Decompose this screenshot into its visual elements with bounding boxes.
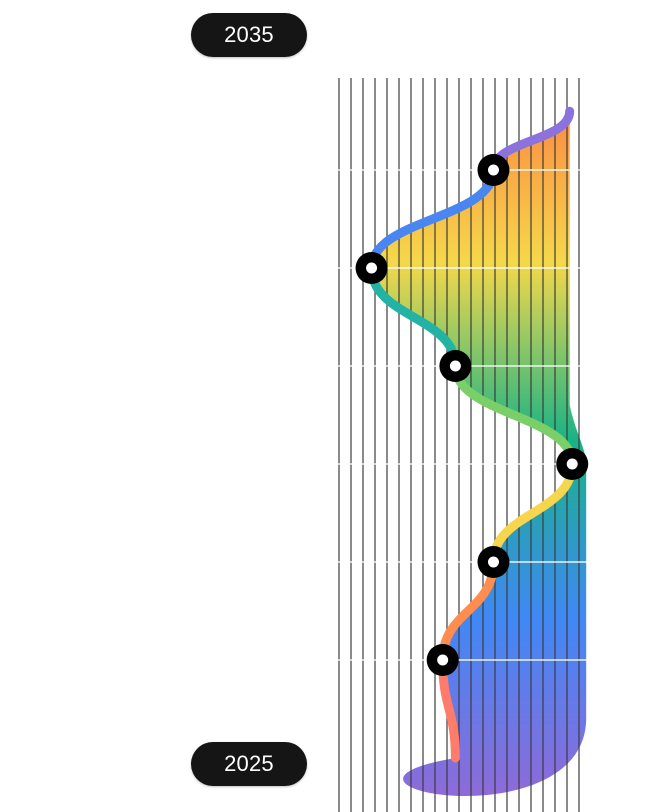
marker-center [449, 360, 461, 372]
marker-center [487, 556, 499, 568]
start-year-label: 2025 [191, 742, 307, 786]
area-fill [371, 84, 587, 796]
data-point-marker [556, 448, 589, 480]
marker-center [487, 164, 499, 176]
data-point-marker [439, 350, 472, 382]
data-point-marker [477, 546, 510, 578]
data-point-marker [355, 252, 388, 284]
series-line-segment [450, 361, 577, 469]
data-point-marker [477, 154, 510, 186]
marker-center [566, 458, 578, 470]
end-year-label: 2035 [191, 13, 307, 57]
gradient-area [371, 84, 587, 796]
marker-center [366, 262, 378, 274]
marker-center [437, 654, 449, 666]
series-line-segment [367, 165, 498, 273]
data-point-marker [426, 644, 459, 676]
series-markers [355, 154, 589, 676]
vertical-grid-lines [338, 78, 580, 812]
